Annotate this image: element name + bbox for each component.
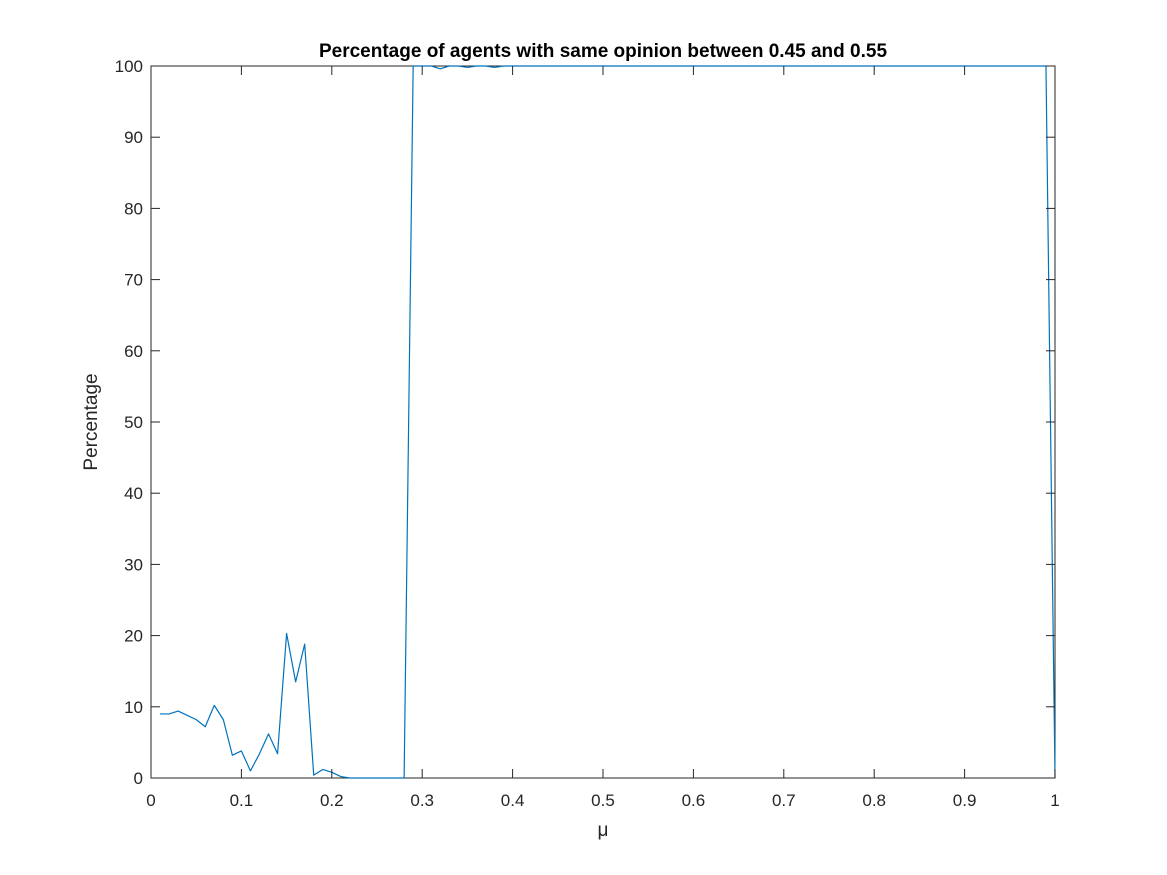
y-tick-label: 90 xyxy=(124,128,143,147)
y-tick-label: 30 xyxy=(124,555,143,574)
x-tick-label: 0.3 xyxy=(410,791,434,810)
x-tick-label: 0.5 xyxy=(591,791,615,810)
series-layer xyxy=(160,65,1056,779)
y-tick-label: 70 xyxy=(124,271,143,290)
y-tick-label: 10 xyxy=(124,698,143,717)
axes-box xyxy=(150,65,1056,779)
x-tick-label: 0.9 xyxy=(953,791,977,810)
x-tick-label: 1 xyxy=(1050,791,1059,810)
y-axis-ticks: 0 10 20 30 40 50 60 70 80 90 100 xyxy=(115,57,1055,788)
x-axis-ticks: 0 0.1 0.2 0.3 0.4 0.5 0.6 0.7 0.8 0.9 1 xyxy=(146,66,1060,810)
y-tick-label: 60 xyxy=(124,342,143,361)
x-tick-label: 0.1 xyxy=(230,791,254,810)
y-axis-label: Percentage xyxy=(81,373,102,470)
y-tick-label: 20 xyxy=(124,627,143,646)
x-tick-label: 0.6 xyxy=(682,791,706,810)
y-tick-label: 40 xyxy=(124,484,143,503)
y-tick-label: 50 xyxy=(124,413,143,432)
x-tick-label: 0.8 xyxy=(862,791,886,810)
x-axis-label: μ xyxy=(598,820,609,841)
plot-area: 0 0.1 0.2 0.3 0.4 0.5 0.6 0.7 0.8 0.9 1 0 10 20 30 40 5… xyxy=(115,57,1060,810)
chart-title: Percentage of agents with same opinion b… xyxy=(319,41,887,62)
x-tick-label: 0.2 xyxy=(320,791,344,810)
y-tick-label: 0 xyxy=(134,769,143,788)
series-line-0 xyxy=(160,65,1056,779)
x-tick-label: 0.7 xyxy=(772,791,796,810)
y-tick-label: 80 xyxy=(124,199,143,218)
x-tick-label: 0 xyxy=(146,791,155,810)
x-tick-label: 0.4 xyxy=(501,791,525,810)
y-tick-label: 100 xyxy=(115,57,143,76)
